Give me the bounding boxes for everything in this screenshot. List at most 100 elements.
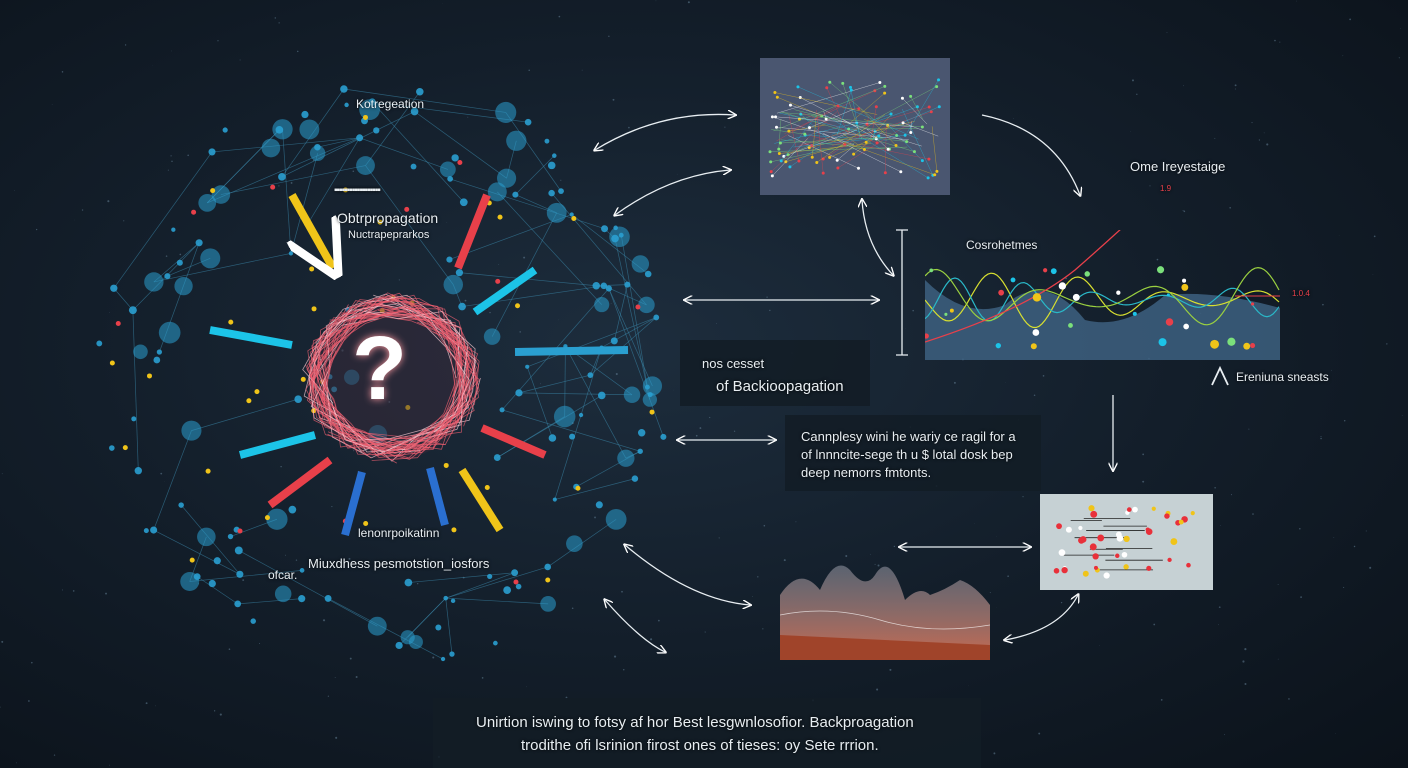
- data-point: [1121, 551, 1128, 558]
- star: [239, 59, 241, 61]
- scatter-link: [902, 98, 928, 125]
- network-edge: [515, 155, 555, 195]
- wave-point: [1030, 343, 1037, 350]
- accent-node: [246, 398, 252, 404]
- scatter-point: [929, 110, 933, 114]
- star: [123, 220, 125, 222]
- star: [348, 557, 351, 560]
- network-node: [439, 161, 456, 178]
- star: [874, 563, 876, 565]
- network-edge: [191, 398, 299, 431]
- network-node: [128, 306, 137, 315]
- star: [53, 754, 56, 756]
- network-node: [195, 239, 203, 247]
- network-node: [208, 579, 216, 588]
- scatter-point: [874, 105, 878, 109]
- star: [769, 309, 771, 312]
- scatter-point: [894, 144, 898, 148]
- scatter-point: [768, 150, 772, 154]
- scatter-point: [878, 81, 882, 85]
- scatter-point: [815, 161, 819, 165]
- network-node: [496, 168, 517, 188]
- star: [1220, 525, 1221, 526]
- label-lower-title: lenonrpoikatinn: [358, 526, 440, 540]
- network-node: [552, 497, 557, 502]
- network-node: [213, 557, 221, 565]
- network-node: [552, 153, 557, 158]
- star: [687, 1, 690, 4]
- network-edge: [497, 191, 602, 305]
- complexity-line1: Cannplesy wini he wariy ce ragil for a: [801, 429, 1016, 444]
- arrow-cyan-left: [209, 326, 293, 349]
- data-point: [1103, 572, 1110, 579]
- question-mark: ?: [352, 319, 407, 419]
- network-edge: [608, 288, 653, 387]
- data-point: [1151, 506, 1156, 511]
- star: [1349, 18, 1351, 21]
- accent-node: [443, 462, 449, 468]
- scatter-link: [850, 87, 861, 139]
- accent-node: [205, 468, 211, 474]
- network-edge: [371, 101, 465, 203]
- label-lower-sub: Miuxdhess pesmotstion_iosfors: [308, 556, 490, 571]
- network-node: [610, 337, 618, 345]
- network-node: [435, 624, 442, 631]
- network-node: [144, 272, 164, 292]
- scatter-point: [835, 158, 839, 162]
- star: [35, 228, 38, 231]
- network-node: [511, 569, 519, 577]
- star: [718, 537, 720, 539]
- network-node: [309, 145, 326, 161]
- star: [1214, 137, 1216, 139]
- star: [1288, 698, 1290, 700]
- star: [259, 642, 261, 644]
- scatter-point: [788, 103, 792, 107]
- scatter-point: [905, 140, 909, 144]
- tangle-strand: [309, 307, 480, 460]
- landscape-line: [780, 610, 990, 630]
- star: [171, 160, 173, 163]
- scatter-link: [778, 119, 782, 150]
- star: [876, 688, 879, 691]
- data-point: [1089, 543, 1097, 551]
- star: [993, 752, 996, 755]
- accent-node: [515, 303, 521, 309]
- star: [274, 17, 277, 19]
- scatter-point: [883, 91, 887, 95]
- scatter-plot: [768, 78, 941, 180]
- network-node: [544, 563, 552, 571]
- scatter-link: [887, 124, 923, 161]
- network-node: [644, 270, 652, 278]
- scatter-point: [782, 154, 786, 158]
- star: [1320, 436, 1322, 437]
- network-edge: [307, 137, 360, 224]
- network-edge: [613, 284, 628, 341]
- star: [1, 473, 3, 475]
- network-edge: [518, 374, 591, 394]
- network-node: [594, 297, 610, 313]
- network-node: [171, 227, 176, 232]
- star: [1342, 55, 1344, 57]
- network-node: [227, 533, 234, 540]
- data-point: [1126, 507, 1132, 512]
- landscape-base: [780, 635, 990, 660]
- wave-chart-title: Ome Ireyestaige: [1130, 159, 1226, 174]
- accent-node: [146, 373, 152, 379]
- scatter-point: [937, 78, 941, 82]
- star: [613, 655, 617, 658]
- star: [1230, 494, 1233, 496]
- star: [1142, 480, 1145, 483]
- star: [1299, 527, 1301, 530]
- scatter-point: [797, 159, 801, 163]
- network-node: [299, 568, 305, 573]
- scatter-link: [779, 112, 879, 137]
- network-node: [443, 274, 463, 295]
- star: [1266, 143, 1269, 146]
- star: [278, 185, 280, 187]
- accent-node: [404, 206, 410, 212]
- star: [1244, 648, 1247, 651]
- star: [1252, 513, 1254, 515]
- network-edge: [365, 165, 454, 285]
- scatter-link: [779, 112, 822, 117]
- star: [558, 319, 560, 321]
